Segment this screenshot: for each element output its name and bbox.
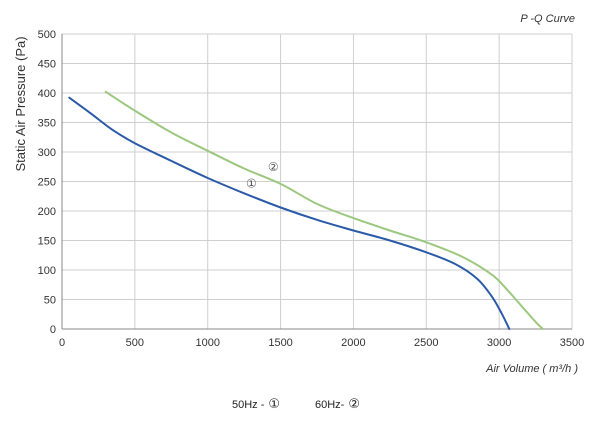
- y-tick-label-100: 100: [38, 265, 56, 277]
- chart-title: P -Q Curve: [520, 13, 575, 25]
- x-tick-label-2000: 2000: [341, 337, 365, 349]
- legend-symbol-1: ①: [268, 397, 281, 412]
- y-tick-label-350: 350: [38, 118, 56, 130]
- series-line-2: [104, 90, 544, 330]
- y-axis-label: Static Air Pressure (Pa): [13, 36, 28, 171]
- curve-labels: ①②: [246, 160, 279, 191]
- x-tick-label-3000: 3000: [487, 337, 511, 349]
- y-tick-label-0: 0: [50, 324, 56, 336]
- y-tick-label-200: 200: [38, 206, 56, 218]
- y-tick-label-150: 150: [38, 236, 56, 248]
- curve-label-2: ②: [268, 160, 279, 174]
- axes: [61, 34, 572, 330]
- x-tick-label-1000: 1000: [195, 337, 219, 349]
- legend-item-60hz: 60Hz- ②: [315, 397, 360, 412]
- series-lines: [68, 90, 544, 330]
- pq-chart: 0 50 100 150 200 250 300 350 400 450 500 0 500 1000 15…: [13, 13, 585, 375]
- x-tick-label-3500: 3500: [560, 337, 584, 349]
- x-tick-label-500: 500: [126, 337, 144, 349]
- legend-item-50hz: 50Hz -①: [232, 397, 280, 412]
- y-tick-label-300: 300: [38, 147, 56, 159]
- grid: [62, 33, 573, 329]
- x-axis-label: Air Volume ( m³/h ): [485, 363, 578, 375]
- legend-label-50hz: 50Hz -: [232, 399, 265, 411]
- y-tick-label-250: 250: [38, 177, 56, 189]
- x-tick-label-2500: 2500: [414, 337, 438, 349]
- curve-label-1: ①: [246, 176, 257, 190]
- y-tick-label-400: 400: [38, 88, 56, 100]
- tick-labels: 0 50 100 150 200 250 300 350 400 450 500 0 500 1000 15…: [38, 29, 585, 349]
- x-tick-label-1500: 1500: [268, 337, 292, 349]
- y-tick-label-50: 50: [44, 295, 56, 307]
- series-line-1: [68, 96, 511, 330]
- x-tick-label-0: 0: [59, 337, 65, 349]
- legend-label-60hz: 60Hz-: [315, 399, 345, 411]
- y-tick-label-450: 450: [38, 59, 56, 71]
- y-tick-label-500: 500: [38, 29, 56, 41]
- legend-symbol-2: ②: [348, 397, 360, 412]
